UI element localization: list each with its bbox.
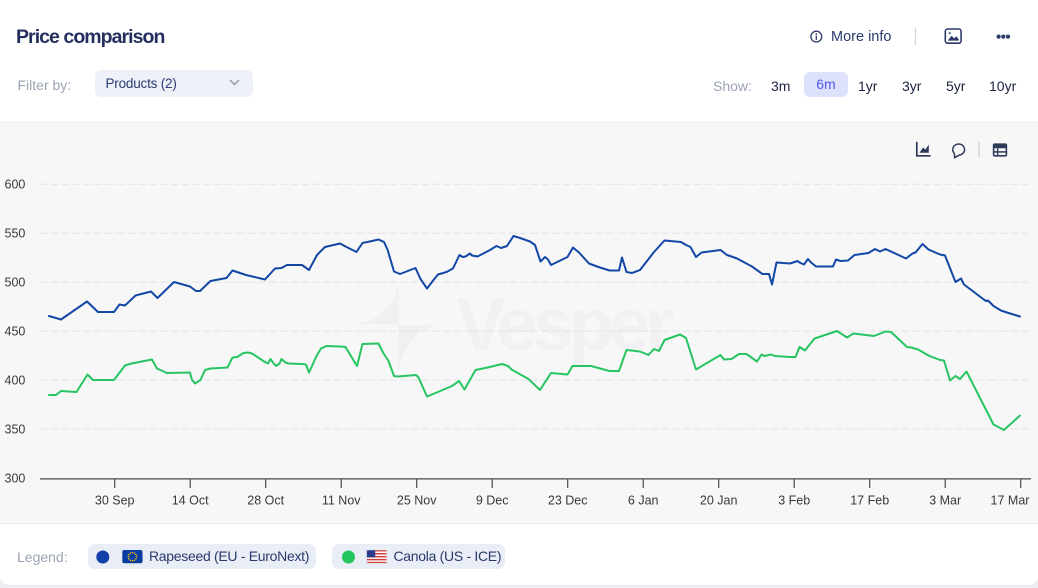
svg-text:3 Feb: 3 Feb [778, 494, 810, 508]
svg-text:23 Dec: 23 Dec [548, 494, 588, 508]
svg-text:600: 600 [5, 178, 26, 192]
svg-text:6 Jan: 6 Jan [628, 494, 659, 508]
svg-text:500: 500 [5, 275, 26, 289]
svg-text:17 Mar: 17 Mar [991, 494, 1030, 508]
svg-text:14 Oct: 14 Oct [172, 494, 209, 508]
svg-text:11 Nov: 11 Nov [322, 494, 361, 508]
svg-text:3 Mar: 3 Mar [929, 494, 961, 508]
svg-text:30 Sep: 30 Sep [95, 494, 135, 508]
svg-text:28 Oct: 28 Oct [247, 494, 284, 508]
svg-text:450: 450 [5, 324, 26, 338]
svg-text:550: 550 [5, 227, 26, 241]
svg-text:20 Jan: 20 Jan [700, 494, 738, 508]
svg-text:350: 350 [5, 422, 26, 436]
svg-text:400: 400 [5, 373, 26, 387]
svg-text:300: 300 [5, 471, 26, 485]
svg-text:17 Feb: 17 Feb [850, 494, 889, 508]
svg-text:25 Nov: 25 Nov [397, 494, 437, 508]
svg-text:Vesper: Vesper [456, 283, 674, 366]
svg-text:9 Dec: 9 Dec [476, 494, 509, 508]
